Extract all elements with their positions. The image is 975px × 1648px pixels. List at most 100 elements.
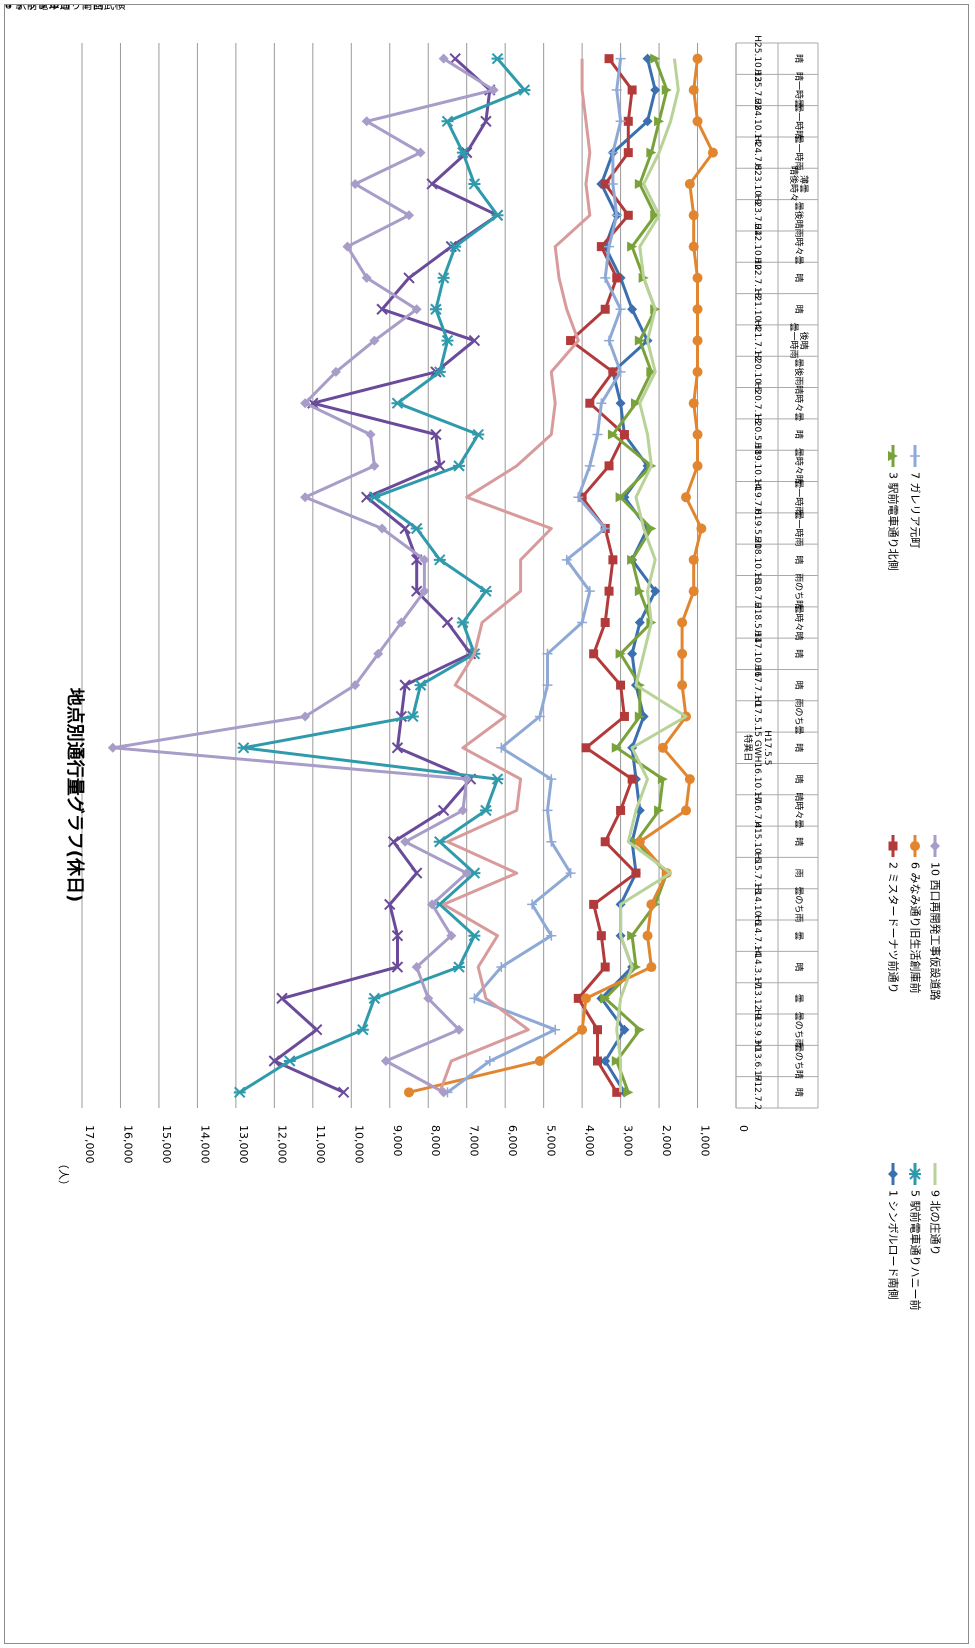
- y-tick-label: 4,000: [583, 1125, 596, 1157]
- category-label: H17.5.5: [762, 730, 772, 765]
- weather-label: 晴一時曇: [793, 72, 805, 108]
- y-tick-label: 12,000: [275, 1125, 288, 1164]
- data-point: [685, 774, 695, 784]
- legend-item: 2 ミスタードーナツ前通り: [887, 835, 901, 994]
- data-point: [605, 54, 614, 63]
- weather-label: 晴時々曇: [793, 792, 805, 828]
- data-point: [597, 931, 606, 940]
- y-tick-label: 2,000: [660, 1125, 673, 1157]
- weather-label: 雨: [793, 869, 804, 878]
- weather-label: 晴: [793, 743, 805, 752]
- data-point: [601, 837, 610, 846]
- legend-label: 3 駅前電車通り北側: [887, 472, 901, 571]
- data-point: [620, 712, 629, 721]
- y-tick-label: 3,000: [622, 1125, 635, 1157]
- weather-label: 晴: [793, 305, 805, 314]
- weather-label: 雨時々曇: [793, 229, 804, 265]
- data-point: [589, 900, 598, 909]
- y-tick-label: 15,000: [160, 1125, 173, 1164]
- gridlines: [82, 43, 736, 1108]
- data-point: [601, 963, 610, 972]
- data-point: [585, 399, 594, 408]
- data-point: [411, 524, 423, 534]
- data-point: [889, 842, 898, 851]
- legend-label: 9 北の庄通り: [929, 1190, 943, 1256]
- data-point: [434, 837, 446, 847]
- data-point: [693, 273, 703, 283]
- y-tick-label: 10,000: [352, 1125, 365, 1164]
- data-point: [518, 85, 530, 95]
- data-point: [453, 461, 465, 471]
- legend-item: 3 駅前電車通り北側: [887, 445, 901, 571]
- weather-label: 曇: [793, 994, 804, 1003]
- data-point: [620, 430, 629, 439]
- weather-label: 曇時々晴: [793, 604, 805, 640]
- legend-label: 1 シンボルロード南側: [887, 1190, 900, 1300]
- data-point: [689, 210, 699, 220]
- weather-label: 晴: [793, 775, 805, 784]
- legend-label: 8 アップルロード西武横: [5, 5, 126, 12]
- data-point: [585, 461, 595, 471]
- weather-label: 曇後雨: [793, 358, 805, 385]
- series-4: [269, 54, 502, 1098]
- legend-label: 10 西口再開発工事仮設道路: [929, 862, 943, 1001]
- data-point: [693, 304, 703, 314]
- data-point: [593, 430, 603, 440]
- series-line: [113, 59, 494, 1093]
- legend-label: 6 みなみ通り旧生活創庫前: [909, 862, 923, 994]
- data-point: [689, 555, 699, 565]
- data-point: [601, 618, 610, 627]
- data-point: [689, 586, 699, 596]
- y-tick-label: 6,000: [506, 1125, 519, 1157]
- y-axis-label: （人）: [57, 1158, 70, 1191]
- data-point: [404, 1087, 414, 1097]
- category-label: H16.10.17: [752, 756, 762, 803]
- data-point: [404, 273, 414, 283]
- data-point: [708, 148, 718, 158]
- data-point: [441, 116, 453, 126]
- legend-label: 5 駅前電車通りハニー前: [909, 1190, 923, 1311]
- weather-label: 晴: [793, 649, 805, 658]
- weather-label: 晴: [793, 430, 805, 439]
- data-point: [612, 273, 621, 282]
- data-point: [696, 524, 706, 534]
- data-point: [608, 555, 617, 564]
- data-point: [624, 148, 633, 157]
- line-chart: 01,0002,0003,0004,0005,0006,0007,0008,00…: [5, 5, 968, 1643]
- data-point: [589, 649, 598, 658]
- weather-label: 曇: [793, 931, 804, 940]
- series-layer: [108, 54, 718, 1098]
- legend-item: 4 駅前電車通り南側: [5, 5, 893, 12]
- data-point: [369, 461, 379, 471]
- data-point: [681, 492, 691, 502]
- weather-label: 曇一時雨: [793, 135, 804, 171]
- data-point: [434, 555, 446, 565]
- data-point: [577, 1025, 587, 1035]
- weather-label: 薄曇: [798, 175, 810, 193]
- data-point: [888, 1169, 898, 1179]
- data-point: [234, 1087, 246, 1097]
- data-point: [689, 85, 699, 95]
- y-tick-label: 0: [737, 1125, 750, 1132]
- y-tick-label: 8,000: [429, 1125, 442, 1157]
- weather-label: 晴: [793, 681, 805, 690]
- data-point: [658, 743, 668, 753]
- weather-label: 雨のち曇: [793, 698, 804, 734]
- weather-label: 曇一時晴: [793, 103, 805, 139]
- data-point: [581, 743, 590, 752]
- data-point: [677, 649, 687, 659]
- y-tick-label: 16,000: [121, 1125, 134, 1164]
- data-point: [616, 54, 626, 64]
- data-point: [643, 931, 653, 941]
- data-point: [480, 586, 492, 596]
- weather-label: 曇一時雨: [793, 479, 804, 515]
- data-point: [453, 962, 465, 972]
- weather-label: 晴: [793, 54, 805, 63]
- weather-label: 曇時々晴: [793, 448, 805, 484]
- data-point: [693, 336, 703, 346]
- weather-label: 後晴: [798, 332, 810, 350]
- data-point: [616, 681, 625, 690]
- data-point: [472, 430, 484, 440]
- data-point: [616, 398, 626, 408]
- legend-item: 9 北の庄通り: [929, 1163, 943, 1256]
